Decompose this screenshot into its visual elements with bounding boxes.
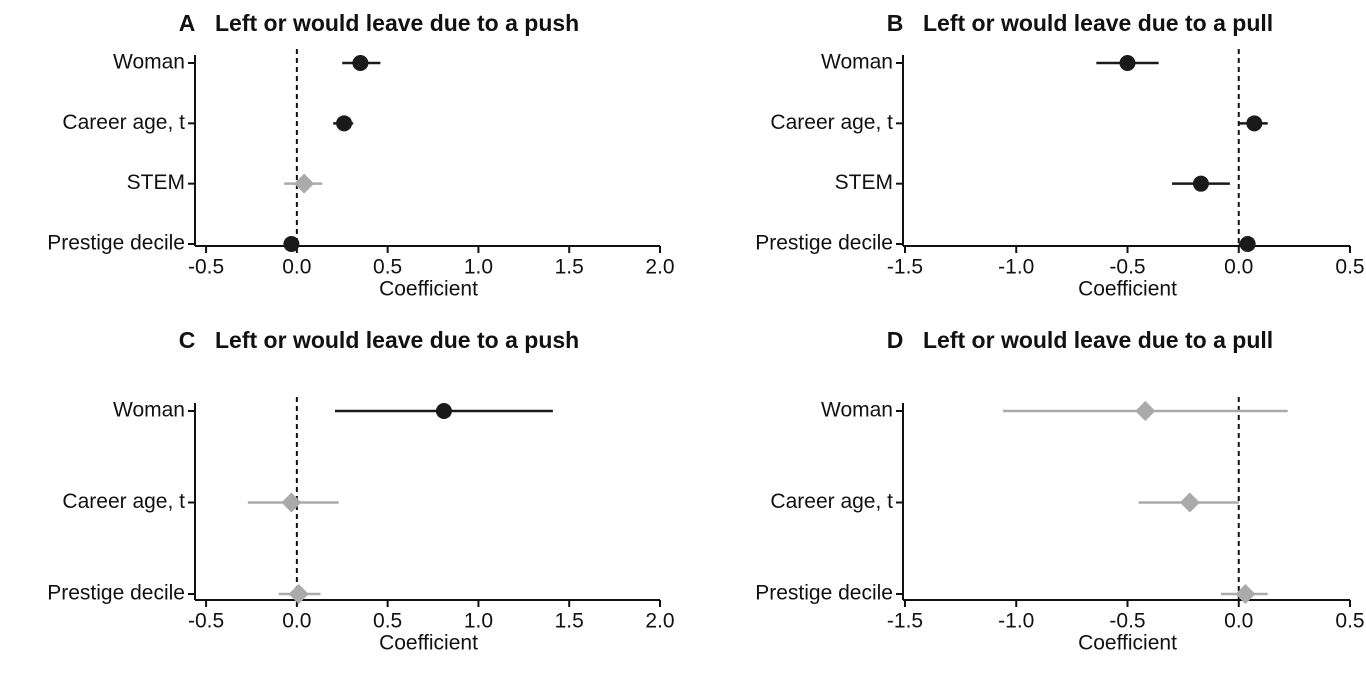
x-tick-label: -1.5 — [887, 256, 923, 279]
x-tick-label: 2.0 — [645, 256, 674, 279]
x-tick-label: 0.0 — [282, 610, 311, 633]
y-tick-label: Woman — [821, 51, 893, 74]
panel-title: Left or would leave due to a pull — [923, 10, 1273, 36]
x-axis-label: Coefficient — [1078, 632, 1177, 655]
y-tick-label: Career age, t — [62, 490, 185, 513]
x-tick-label: -0.5 — [188, 256, 224, 279]
x-axis-label: Coefficient — [1078, 278, 1177, 301]
point — [1179, 492, 1200, 513]
x-tick-label: -1.0 — [998, 610, 1034, 633]
panel-label: D — [887, 327, 904, 353]
x-tick-label: 1.5 — [555, 256, 584, 279]
x-tick-label: 2.0 — [645, 610, 674, 633]
y-tick-label: Woman — [113, 399, 185, 422]
x-tick-label: -0.5 — [1109, 256, 1145, 279]
point — [1235, 584, 1256, 604]
point — [1246, 115, 1263, 132]
y-tick-label: Woman — [821, 399, 893, 422]
x-tick-label: -0.5 — [1109, 610, 1145, 633]
point — [283, 236, 300, 252]
panel-label: C — [179, 327, 196, 353]
y-tick-label: Woman — [113, 51, 185, 74]
y-tick-label: Prestige decile — [755, 582, 893, 605]
y-tick-label: Career age, t — [770, 490, 893, 513]
x-tick-label: 1.0 — [464, 610, 493, 633]
x-tick-label: -1.0 — [998, 256, 1034, 279]
point — [1192, 175, 1209, 192]
x-axis-label: Coefficient — [379, 632, 478, 655]
panel-title: Left or would leave due to a push — [215, 327, 579, 353]
point — [1239, 236, 1256, 252]
panel-title: Left or would leave due to a push — [215, 10, 579, 36]
y-tick-label: Career age, t — [62, 111, 185, 134]
x-tick-label: -0.5 — [188, 610, 224, 633]
point — [1119, 55, 1136, 71]
x-tick-label: 0.5 — [373, 256, 402, 279]
y-tick-label: Prestige decile — [47, 582, 185, 605]
point — [1135, 401, 1156, 421]
x-tick-label: 0.0 — [1224, 610, 1253, 633]
point — [288, 584, 309, 604]
y-tick-label: Career age, t — [770, 111, 893, 134]
x-tick-label: 0.0 — [1224, 256, 1253, 279]
x-tick-label: -1.5 — [887, 610, 923, 633]
x-tick-label: 1.5 — [555, 610, 584, 633]
y-tick-label: Prestige decile — [755, 232, 893, 255]
point — [336, 115, 353, 132]
point — [435, 403, 452, 419]
x-tick-label: 0.5 — [373, 610, 402, 633]
y-tick-label: STEM — [127, 171, 185, 194]
x-tick-label: 0.0 — [282, 256, 311, 279]
x-tick-label: 0.5 — [1335, 256, 1364, 279]
y-tick-label: Prestige decile — [47, 232, 185, 255]
x-axis-label: Coefficient — [379, 278, 478, 301]
x-tick-label: 1.0 — [464, 256, 493, 279]
point — [352, 55, 369, 71]
panel-label: B — [887, 10, 904, 36]
point — [294, 173, 315, 194]
x-tick-label: 0.5 — [1335, 610, 1364, 633]
panel-title: Left or would leave due to a pull — [923, 327, 1273, 353]
point — [281, 492, 302, 513]
panel-label: A — [179, 10, 196, 36]
y-tick-label: STEM — [835, 171, 893, 194]
